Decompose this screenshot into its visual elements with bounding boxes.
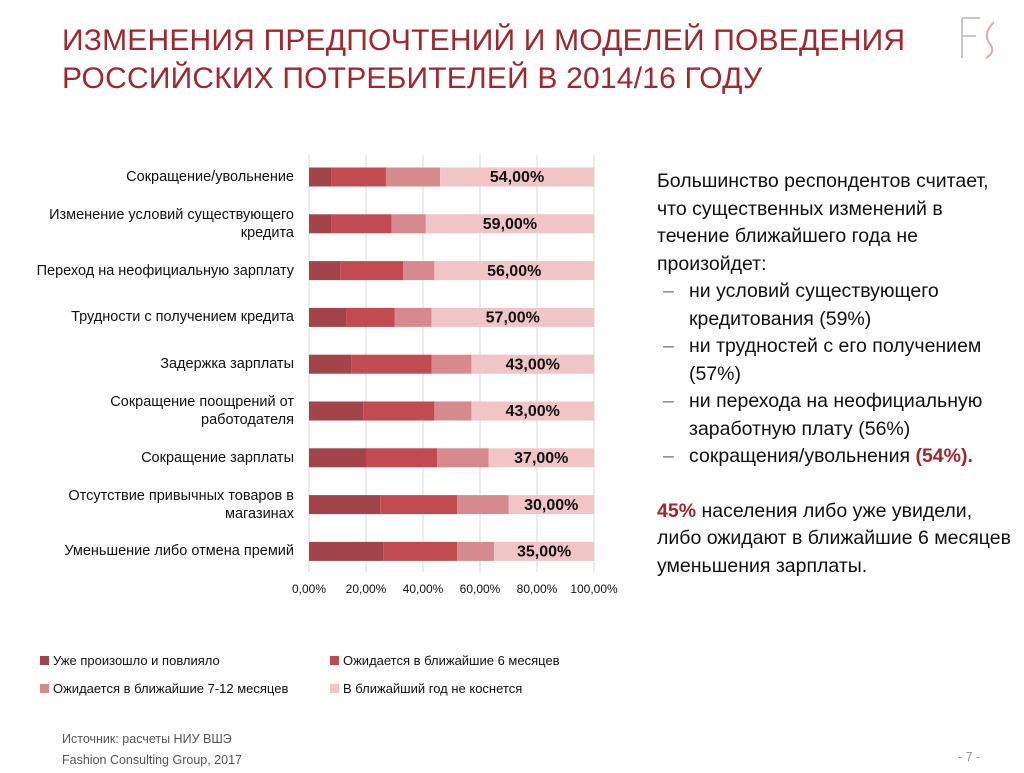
bar-segment — [309, 261, 341, 281]
legend-item: Ожидается в ближайшие 7-12 месяцев — [40, 681, 288, 696]
legend-swatch — [330, 656, 339, 665]
bar-segment — [309, 541, 384, 561]
value-label: 59,00% — [483, 216, 537, 233]
company: Fashion Consulting Group, 2017 — [62, 753, 242, 767]
category-label: Сокращение зарплаты — [141, 449, 294, 466]
category-label: Переход на неофициальную зарплату — [36, 262, 294, 279]
legend-swatch — [330, 684, 339, 693]
intro: Большинство респондентов считает, что су… — [657, 170, 989, 275]
legend-label: Уже произошло и повлияло — [53, 653, 220, 668]
bar-segment — [440, 167, 594, 187]
bar-segment — [494, 541, 594, 561]
page-number: - 7 - — [958, 750, 981, 764]
bar-segment — [471, 354, 594, 374]
value-label: 37,00% — [514, 450, 568, 467]
bar-segment — [403, 261, 435, 281]
bar-segment — [437, 448, 489, 468]
bar-segment — [471, 401, 594, 421]
bar-segment — [366, 448, 438, 468]
bar-segment — [309, 495, 381, 515]
highlight: (54%). — [915, 445, 973, 467]
bullet-text: ни трудностей с его получением (57%) — [689, 335, 982, 385]
bar-segment — [385, 167, 441, 187]
bar-segment — [309, 214, 332, 234]
bar-segment — [380, 495, 458, 515]
bar-segment — [434, 401, 472, 421]
bar-segment — [351, 354, 432, 374]
x-tick-label: 40,00% — [403, 582, 444, 596]
value-label: 43,00% — [506, 356, 560, 373]
bar-segment — [431, 307, 594, 327]
logo — [961, 17, 995, 59]
slide-title: ИЗМЕНЕНИЯ ПРЕДПОЧТЕНИЙ И МОДЕЛЕЙ ПОВЕДЕН… — [62, 24, 906, 57]
x-tick-label: 80,00% — [517, 582, 558, 596]
bar-segment — [431, 354, 472, 374]
bar-segment — [331, 167, 386, 187]
legend-item: Ожидается в ближайшие 6 месяцев — [330, 653, 560, 668]
bar-segment — [309, 354, 352, 374]
bullet-list: ни условий существующего кредитования (5… — [657, 278, 1017, 471]
category-label: Отсутствие привычных товаров в магазинах — [68, 487, 294, 522]
bar-segment — [309, 401, 364, 421]
category-label: Трудности с получением кредита — [71, 309, 294, 326]
bullet-text: ни перехода на неофициальную заработную … — [689, 390, 983, 440]
x-tick-label: 100,00% — [570, 582, 618, 596]
legend-item: Уже произошло и повлияло — [40, 653, 220, 668]
bar-segment — [340, 261, 404, 281]
legend-swatch — [40, 656, 49, 665]
bar-segment — [425, 214, 594, 234]
bar-segment — [508, 495, 594, 515]
bullet: ни условий существующего кредитования (5… — [657, 278, 1017, 333]
bar-segment — [331, 214, 392, 234]
note-text: населения либо уже увидели, либо ожидают… — [657, 499, 1011, 577]
legend-label: Ожидается в ближайшие 6 месяцев — [343, 653, 560, 668]
bullet-text: сокращения/увольнения — [689, 445, 911, 467]
category-label: Изменение условий существующего кредита — [49, 206, 294, 241]
x-tick-label: 20,00% — [346, 582, 387, 596]
bullet-text: ни условий существующего кредитования (5… — [689, 280, 939, 330]
slide-title: РОССИЙСКИХ ПОТРЕБИТЕЛЕЙ В 2014/16 ГОДУ — [62, 62, 763, 95]
bar-segment — [309, 167, 332, 187]
side-text: Большинство респондентов считает, что су… — [657, 168, 1017, 580]
legend-item: В ближайший год не коснется — [330, 681, 522, 696]
bar-segment — [394, 307, 432, 327]
value-label: 30,00% — [524, 497, 578, 514]
highlight: 45% — [657, 499, 697, 522]
bar-segment — [363, 401, 435, 421]
bar-segment — [391, 214, 426, 234]
bar-segment — [457, 495, 509, 515]
value-label: 43,00% — [506, 403, 560, 420]
category-label: Задержка зарплаты — [160, 356, 294, 373]
category-label: Сокращение/увольнение — [126, 169, 294, 185]
category-label: Сокращение поощрений от работодателя — [110, 394, 294, 428]
legend-label: Ожидается в ближайшие 7-12 месяцев — [53, 681, 289, 696]
bar-segment — [309, 448, 366, 468]
legend-swatch — [40, 684, 49, 693]
bullet: ни трудностей с его получением (57%) — [657, 333, 1017, 388]
bullet: сокращения/увольнения (54%). — [657, 443, 1017, 471]
bar-segment — [488, 448, 594, 468]
bar-segment — [434, 261, 594, 281]
x-tick-label: 0,00% — [292, 582, 326, 596]
value-label: 56,00% — [487, 263, 541, 280]
x-tick-label: 60,00% — [460, 582, 501, 596]
bar-segment — [309, 307, 347, 327]
legend-label: В ближайший год не коснется — [343, 681, 523, 696]
bar-segment — [346, 307, 395, 327]
bar-segment — [457, 541, 495, 561]
bullet: ни перехода на неофициальную заработную … — [657, 388, 1017, 443]
value-label: 35,00% — [517, 544, 571, 561]
category-label: Уменьшение либо отмена премий — [64, 543, 294, 560]
source: Источник: расчеты НИУ ВШЭ — [62, 732, 232, 746]
note: 45% населения либо уже увидели, либо ожи… — [657, 498, 1017, 581]
bar-segment — [383, 541, 458, 561]
value-label: 57,00% — [486, 310, 540, 327]
value-label: 54,00% — [490, 169, 544, 186]
